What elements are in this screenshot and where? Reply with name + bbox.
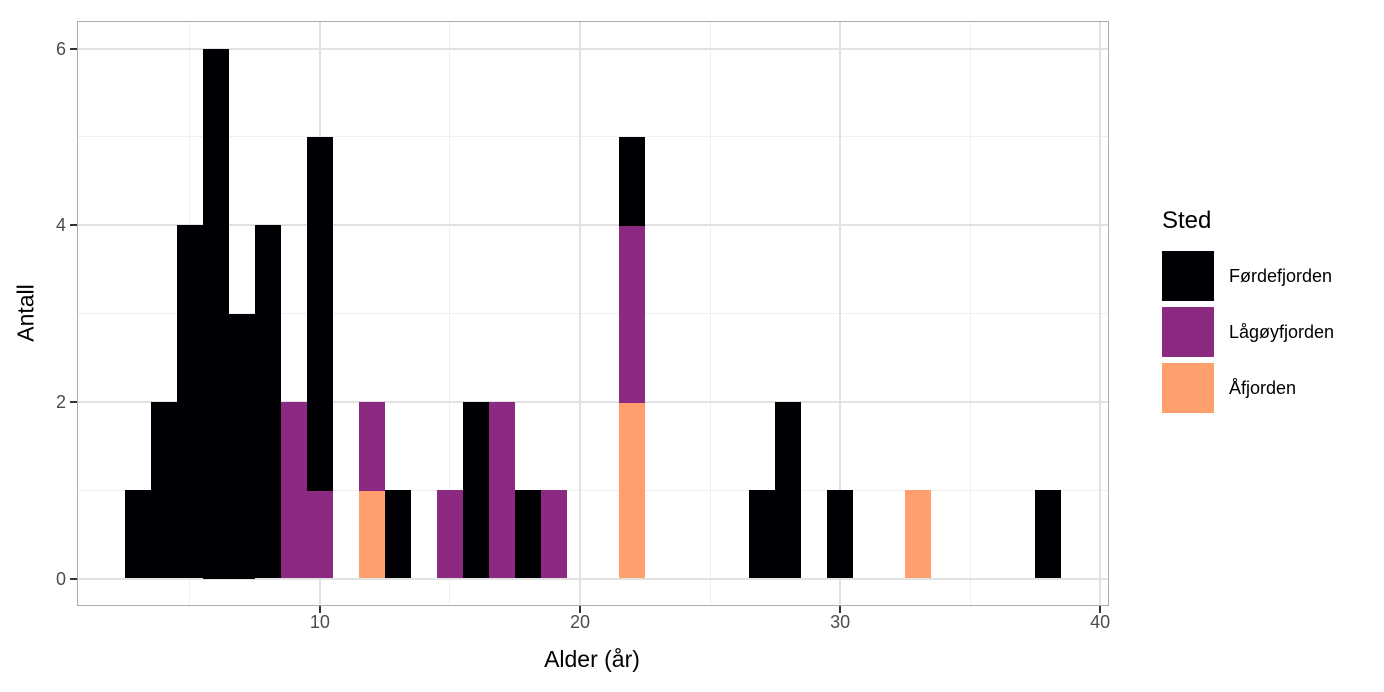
- legend-entry-lagoyfjorden: Lågøyfjorden: [1162, 307, 1334, 357]
- x-tick-10: [318, 606, 321, 613]
- bar-age-18-fordefjorden: [514, 490, 542, 579]
- legend-swatch-fordefjorden: [1162, 251, 1214, 301]
- bar-age-38-fordefjorden: [1034, 490, 1062, 579]
- legend-label-afjorden: Åfjorden: [1229, 377, 1297, 398]
- bar-age-13-fordefjorden: [384, 490, 412, 579]
- gridline-minor-y-3: [78, 313, 1108, 314]
- y-tick-label-0: 0: [55, 568, 66, 589]
- bar-age-12-lagoyfjorden: [358, 401, 386, 491]
- x-tick-label-10: 10: [309, 612, 330, 632]
- legend: Sted Førdefjorden Lågøyfjorden Åfjorden: [1162, 207, 1334, 419]
- bar-age-30-fordefjorden: [826, 490, 854, 579]
- gridline-y-4: [78, 224, 1108, 227]
- bar-age-33-afjorden: [904, 490, 932, 579]
- bar-age-5-fordefjorden: [176, 225, 204, 579]
- x-tick-label-20: 20: [569, 612, 590, 632]
- bar-age-27-fordefjorden: [748, 490, 776, 579]
- gridline-minor-y-5: [78, 136, 1108, 138]
- gridline-minor-y-1: [78, 489, 1108, 491]
- bar-age-22-lagoyfjorden: [618, 225, 646, 403]
- gridline-x-20: [578, 22, 581, 605]
- x-tick-30: [839, 606, 842, 613]
- bar-age-22-afjorden: [618, 401, 646, 579]
- bar-age-7-fordefjorden: [228, 313, 256, 579]
- bar-age-17-lagoyfjorden: [488, 401, 516, 579]
- bar-age-10-fordefjorden: [306, 136, 334, 491]
- gridline-x-30: [839, 22, 842, 605]
- bar-age-15-lagoyfjorden: [436, 490, 464, 579]
- bar-age-19-lagoyfjorden: [540, 490, 568, 579]
- y-axis-title: Antall: [12, 284, 39, 342]
- legend-label-lagoyfjorden: Lågøyfjorden: [1229, 321, 1335, 342]
- y-tick-4: [70, 224, 77, 227]
- x-tick-label-30: 30: [830, 612, 851, 632]
- y-tick-label-6: 6: [55, 38, 66, 59]
- bar-age-12-afjorden: [358, 490, 386, 579]
- bar-age-3-fordefjorden: [124, 490, 152, 579]
- bar-age-4-fordefjorden: [150, 401, 178, 579]
- bar-age-10-lagoyfjorden: [306, 490, 334, 579]
- y-tick-label-4: 4: [55, 215, 66, 236]
- bar-age-6-fordefjorden: [202, 48, 230, 579]
- gridline-y-0: [78, 577, 1108, 580]
- x-axis-title: Alder (år): [544, 646, 640, 672]
- legend-entry-afjorden: Åfjorden: [1162, 363, 1334, 413]
- gridline-y-2: [78, 400, 1108, 403]
- bar-age-22-fordefjorden: [618, 136, 646, 226]
- y-tick-0: [70, 577, 77, 580]
- legend-swatch-afjorden: [1162, 363, 1214, 413]
- bar-age-8-fordefjorden: [254, 225, 282, 579]
- bar-age-9-lagoyfjorden: [280, 401, 308, 579]
- plot-panel: [77, 21, 1109, 606]
- x-tick-40: [1099, 606, 1102, 613]
- x-tick-20: [578, 606, 581, 613]
- gridline-x-40: [1099, 22, 1102, 605]
- bar-age-16-fordefjorden: [462, 401, 490, 579]
- y-tick-label-2: 2: [55, 391, 66, 412]
- bar-age-28-fordefjorden: [774, 401, 802, 579]
- legend-title: Sted: [1162, 207, 1212, 234]
- legend-swatch-lagoyfjorden: [1162, 307, 1214, 357]
- y-tick-2: [70, 400, 77, 403]
- gridline-y-6: [78, 47, 1108, 50]
- y-tick-6: [70, 47, 77, 50]
- legend-entry-fordefjorden: Førdefjorden: [1162, 251, 1334, 301]
- legend-label-fordefjorden: Førdefjorden: [1229, 265, 1333, 286]
- x-tick-label-40: 40: [1090, 612, 1111, 632]
